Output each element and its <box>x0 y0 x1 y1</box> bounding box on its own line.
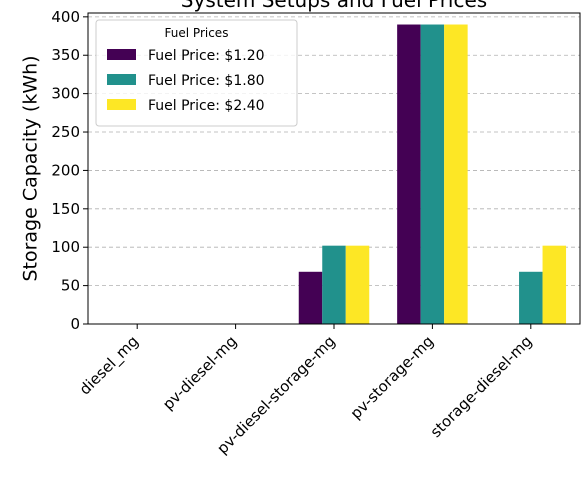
y-axis: 0 50 100 150 200 250 300 350 400 <box>51 8 88 333</box>
legend: Fuel Prices Fuel Price: $1.20 Fuel Price:… <box>95 19 298 127</box>
legend-swatch <box>107 49 136 60</box>
y-tick-label: 0 <box>70 315 80 333</box>
legend-entry-label: Fuel Price: $1.80 <box>148 73 265 89</box>
bar <box>345 245 370 324</box>
bars <box>298 24 567 324</box>
y-tick-label: 200 <box>51 161 80 179</box>
bar <box>397 24 421 324</box>
x-tick-label: storage-diesel-mg <box>427 332 536 441</box>
y-tick-label: 400 <box>51 8 80 26</box>
y-tick-label: 150 <box>51 200 80 218</box>
legend-box <box>95 19 298 127</box>
y-tick-label: 50 <box>61 277 80 295</box>
bar <box>542 245 567 324</box>
y-tick-label: 350 <box>51 46 80 64</box>
bar <box>298 271 323 324</box>
bar <box>420 24 445 324</box>
y-tick-label: 300 <box>51 85 80 103</box>
legend-swatch <box>107 74 136 85</box>
x-tick-label: diesel_mg <box>76 332 143 399</box>
y-axis-label: Storage Capacity (kWh) <box>20 55 42 281</box>
legend-title: Fuel Prices <box>165 26 229 40</box>
bar <box>519 271 543 324</box>
chart-title: System Setups and Fuel Prices <box>181 0 487 12</box>
legend-entry-label: Fuel Price: $2.40 <box>148 98 265 114</box>
y-tick-label: 250 <box>51 123 80 141</box>
x-axis: diesel_mg pv-diesel-mgpv-diesel-storage-m… <box>76 324 536 458</box>
y-tick-label: 100 <box>51 238 80 256</box>
legend-swatch <box>107 99 136 110</box>
legend-entry-label: Fuel Price: $1.20 <box>148 48 265 64</box>
x-tick-label: pv-storage-mg <box>347 332 437 422</box>
x-tick-label: pv-diesel-mg <box>159 332 240 413</box>
bar <box>322 245 346 324</box>
bar <box>444 24 468 324</box>
